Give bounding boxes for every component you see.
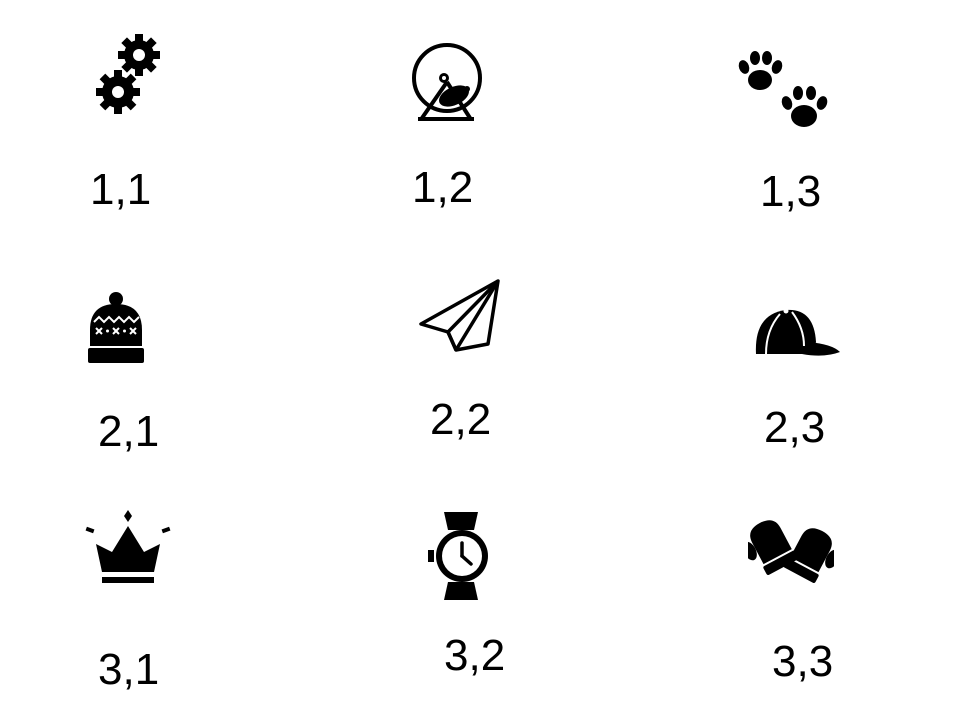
cell-label-3-2: 3,2 (444, 631, 506, 680)
cell-label-1-3: 1,3 (760, 167, 822, 216)
cell-label-2-3: 2,3 (764, 403, 826, 452)
mittens-icon (748, 516, 834, 592)
paper-plane-icon (418, 278, 502, 354)
wristwatch-icon (426, 510, 496, 602)
baseball-cap-icon (752, 306, 842, 358)
cell-label-1-1: 1,1 (90, 165, 152, 214)
cell-label-3-3: 3,3 (772, 637, 834, 686)
crown-icon (84, 508, 172, 588)
hamster-wheel-icon (408, 42, 486, 122)
cell-label-2-2: 2,2 (430, 395, 492, 444)
cell-label-1-2: 1,2 (412, 163, 474, 212)
gears-icon (94, 34, 164, 116)
cell-label-2-1: 2,1 (98, 407, 160, 456)
cell-label-3-1: 3,1 (98, 645, 160, 694)
beanie-hat-icon (86, 290, 146, 366)
paw-prints-icon (736, 48, 828, 132)
